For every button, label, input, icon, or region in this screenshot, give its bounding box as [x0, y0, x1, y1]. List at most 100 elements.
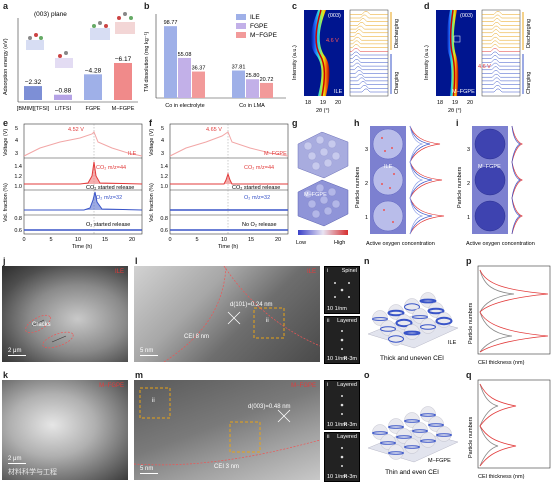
- panel-label-m: m: [135, 370, 144, 380]
- xrd-curve: [350, 62, 388, 67]
- cei-band: [404, 419, 420, 423]
- f-xtick-4: 15: [248, 237, 254, 243]
- f-vtick-3: 3: [161, 151, 164, 157]
- d-xlabel: 2θ (°): [448, 108, 462, 114]
- e-ftick-1: 1.4: [14, 164, 22, 170]
- d-tick-3: 20: [467, 100, 473, 106]
- xrd-curve: [482, 70, 520, 74]
- cei-band: [419, 298, 437, 304]
- c-xlabel: 2θ (°): [316, 108, 330, 114]
- c-tick-2: 19: [320, 100, 326, 106]
- g-top-label: ILE: [320, 128, 329, 134]
- a-cat-4: M−FGPE: [112, 106, 135, 112]
- panel-j: j Cracks ILE 2 μm: [0, 256, 130, 364]
- panel-d: d Intensity (a.u.) (003) M−FGPE 18 19 20 2…: [420, 0, 554, 115]
- dems-ile: Voltage (V) Vol. fraction (%) 4.52 V ILE…: [3, 123, 143, 250]
- cracks-label: Cracks: [32, 322, 51, 328]
- k-scale-label: 2 μm: [8, 456, 22, 462]
- f-co2: CO₂ m/z=44: [244, 165, 274, 171]
- b-bar-value: 55.08: [178, 52, 192, 58]
- b-cat-1: Co in electrolyte: [165, 103, 204, 109]
- particle-stack-3d: ILE M−FGPE Low High: [296, 128, 349, 246]
- e-co2: CO₂ m/z=44: [96, 165, 126, 171]
- b-bar-M−FGPE-1: [192, 71, 205, 98]
- a-bar-1: [24, 86, 42, 100]
- f-ftick-3: 1.0: [160, 184, 168, 190]
- panel-label-h: h: [354, 118, 360, 128]
- xrd-curve: [350, 25, 388, 30]
- panel-g: g ILE M−FGPE Low High: [292, 118, 352, 250]
- molecule-icon: [26, 12, 135, 68]
- xrd-curve: [482, 66, 520, 71]
- xrd-curve: [350, 77, 388, 82]
- e-ylabel-f: Vol. fraction (%): [3, 183, 9, 222]
- cei-band: [395, 318, 413, 328]
- cei-model-ile: Thick and uneven CEI ILE: [367, 292, 459, 362]
- cei-band: [428, 423, 444, 427]
- f-ftick-5: 0.6: [160, 228, 168, 234]
- f-co2-note: CO₂ started release: [232, 185, 280, 191]
- fft-m1-phase: Layered: [337, 382, 357, 388]
- o-caption: Thin and even CEI: [385, 469, 439, 476]
- d-voltage-label: 4.6 V: [478, 64, 491, 70]
- f-xtick-3: 10: [221, 237, 227, 243]
- panel-c: c Intensity (a.u.) (003) 4.6 V ILE 18 19 2…: [288, 0, 420, 115]
- cei-band: [396, 435, 412, 439]
- xrd-curve: [482, 22, 520, 26]
- l-dspacing: d(101)=0.24 nm: [230, 302, 273, 308]
- b-bar-ILE-1: [164, 26, 177, 98]
- xrd-curve: [482, 33, 520, 37]
- cei-band: [404, 445, 420, 449]
- plane-label: (003) plane: [34, 11, 67, 18]
- cei-band: [380, 326, 396, 332]
- e-co2-note: CO₂ started release: [86, 185, 134, 191]
- xrd-curve: [350, 59, 388, 63]
- j-scale-label: 2 μm: [8, 348, 22, 354]
- xrd-curve: [350, 88, 388, 93]
- g-high: High: [334, 240, 345, 246]
- fft-l2-label: ii: [327, 318, 330, 324]
- f-sample: M−FGPE: [264, 151, 287, 157]
- xrd-curve: [350, 22, 388, 26]
- fft-panel-m-i: i Layered 10 1/nm R-3m: [324, 380, 360, 430]
- d-sample: M−FGPE: [452, 89, 475, 95]
- cei-band: [403, 330, 421, 336]
- b-bar-value: 20.72: [260, 77, 274, 83]
- fft-m1-sg: R-3m: [343, 422, 357, 428]
- cei-model-mfgpe: Thin and even CEI M−FGPE: [367, 406, 459, 476]
- e-ftick-2: 1.2: [14, 174, 22, 180]
- d-charging: Charging: [526, 72, 532, 94]
- fft-l1-phase: Spinel: [341, 268, 357, 274]
- e-xtick-2: 5: [49, 237, 52, 243]
- f-vtick-1: 5: [161, 126, 164, 132]
- cei-band: [420, 439, 436, 443]
- b-bar-value: 36.37: [192, 66, 206, 72]
- cei-band: [380, 441, 396, 445]
- f-voltage-peak: 4.65 V: [206, 127, 222, 133]
- xrd-curve: [482, 77, 520, 82]
- e-vtick-3: 3: [15, 151, 18, 157]
- adsorption-energy-chart: (003) plane Adsorption energy (eV) −2.32…: [3, 11, 138, 112]
- d-tag: (003): [460, 13, 473, 19]
- legend-label-1: ILE: [250, 14, 260, 21]
- b-bar-value: 37.81: [232, 65, 246, 71]
- panel-a: a (003) plane Adsorption energy (eV) −2.…: [0, 0, 140, 115]
- panel-m: m M−FGPE d(003)=0.48 nm CEI 3 nm ii 5 nm…: [132, 370, 360, 482]
- tm-dissolution-chart: TM dissolution (mg kg⁻¹) 98.77 55.08 36.37…: [144, 14, 286, 109]
- a-bar-3: [84, 74, 102, 100]
- a-bar-2: [54, 94, 72, 100]
- fft-m2-label: ii: [327, 434, 330, 440]
- xrd-curve: [350, 18, 388, 22]
- xrd-curve: [482, 25, 520, 30]
- f-ftick-1: 1.4: [160, 164, 168, 170]
- a-bar-value-3: −4.28: [85, 67, 102, 74]
- cei-band: [412, 429, 428, 433]
- panel-label-d: d: [424, 1, 430, 11]
- fft-m1-label: i: [327, 382, 329, 388]
- c-discharging: Discharging: [394, 19, 400, 48]
- cei-band: [420, 324, 436, 330]
- xrd-curve: [350, 29, 388, 34]
- h-xlabel: Active oxygen concentration: [366, 241, 435, 247]
- dems-mfgpe: Voltage (V) Vol. fraction (%) 4.65 V M−F…: [149, 123, 289, 250]
- scale-bar: [140, 473, 158, 474]
